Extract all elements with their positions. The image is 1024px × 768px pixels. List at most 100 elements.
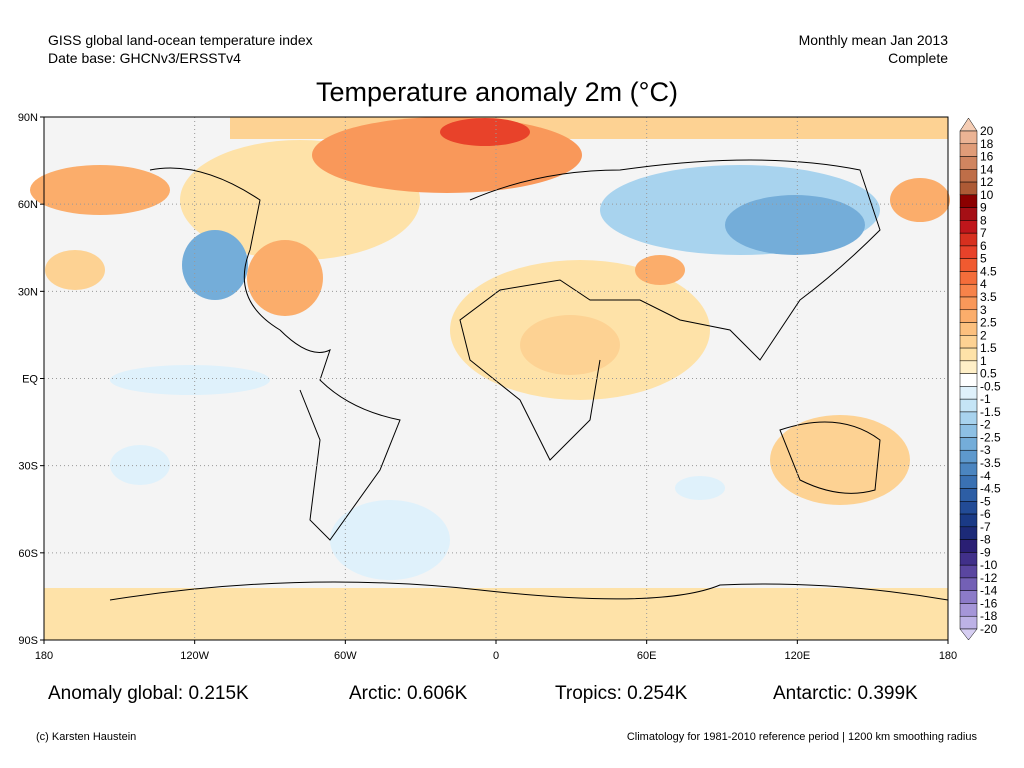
colorbar-box — [959, 322, 978, 336]
colorbar-label: -2.5 — [980, 430, 1001, 444]
lat-label: 30N — [18, 286, 38, 298]
colorbar-box — [959, 411, 978, 425]
colorbar-label: -18 — [980, 609, 998, 623]
colorbar-box — [959, 615, 978, 630]
colorbar-label: -8 — [980, 533, 991, 547]
colorbar-box — [959, 220, 978, 234]
lon-label: 0 — [493, 650, 499, 662]
colorbar-label: 18 — [980, 137, 994, 151]
colorbar-box — [959, 232, 978, 247]
colorbar-box — [959, 309, 978, 323]
colorbar-box — [959, 462, 978, 477]
header-left-2: Date base: GHCNv3/ERSSTv4 — [48, 50, 241, 66]
anomaly-area — [725, 195, 865, 255]
colorbar-box — [959, 526, 978, 540]
colorbar-box — [959, 501, 978, 515]
colorbar-box — [959, 373, 978, 387]
lat-label: 30S — [18, 461, 38, 473]
colorbar-label: 7 — [980, 226, 987, 240]
anomaly-area — [675, 476, 725, 500]
coastline — [109, 581, 949, 601]
colorbar-label: -12 — [980, 571, 998, 585]
coastline — [779, 421, 881, 494]
coastline — [459, 159, 881, 461]
footer-right: Climatology for 1981-2010 reference peri… — [627, 731, 978, 743]
lat-label: 60N — [18, 199, 38, 211]
anomaly-area — [45, 250, 105, 290]
colorbar-label: -7 — [980, 520, 991, 534]
colorbar-box — [959, 347, 978, 362]
colorbar-box — [959, 335, 978, 349]
colorbar-box — [959, 386, 978, 400]
colorbar-label: 5 — [980, 252, 987, 266]
colorbar-label: -0.5 — [980, 379, 1001, 393]
colorbar-box — [959, 143, 978, 157]
anomaly-area — [110, 445, 170, 485]
colorbar-label: 9 — [980, 201, 987, 215]
colorbar-label: 8 — [980, 213, 987, 227]
lat-label: 60S — [18, 548, 38, 560]
colorbar-box — [959, 169, 978, 183]
stat-arctic: Arctic: 0.606K — [349, 683, 468, 704]
colorbar-label: 20 — [980, 124, 994, 138]
anomaly-area — [635, 255, 685, 285]
colorbar-box — [959, 590, 978, 604]
anomaly-area — [770, 415, 910, 505]
anomaly-area — [30, 165, 170, 215]
colorbar-label: -16 — [980, 596, 998, 610]
colorbar-box — [959, 437, 978, 451]
colorbar-box — [959, 130, 978, 145]
anomaly-area — [110, 365, 270, 395]
header-right-2: Complete — [888, 50, 948, 66]
colorbar-label: 12 — [980, 175, 994, 189]
header-left-1: GISS global land-ocean temperature index — [48, 32, 313, 48]
lon-label: 60W — [334, 650, 357, 662]
colorbar-box — [959, 271, 978, 285]
colorbar-label: 14 — [980, 162, 994, 176]
anomaly-area — [247, 240, 323, 316]
colorbar-label: 2.5 — [980, 316, 997, 330]
colorbar-box — [959, 603, 978, 617]
colorbar-label: 1 — [980, 354, 987, 368]
anomaly-area — [330, 500, 450, 580]
colorbar-box — [959, 181, 978, 196]
stat-tropics: Tropics: 0.254K — [555, 683, 688, 704]
stat-antarctic: Antarctic: 0.399K — [773, 683, 918, 704]
colorbar-arrow — [959, 117, 978, 132]
lat-label: 90S — [18, 635, 38, 647]
colorbar-label: 3 — [980, 303, 987, 317]
map — [30, 116, 950, 641]
colorbar-label: 16 — [980, 150, 994, 164]
coastline — [149, 167, 401, 541]
colorbar-box — [959, 513, 978, 528]
anomaly-area — [890, 178, 950, 222]
colorbar-label: 2 — [980, 328, 987, 342]
colorbar-box — [959, 156, 978, 170]
anomaly-area — [440, 118, 530, 146]
colorbar-box — [959, 488, 978, 502]
lat-label: EQ — [22, 374, 38, 386]
colorbar-label: -4.5 — [980, 482, 1001, 496]
colorbar-label: -4 — [980, 469, 991, 483]
colorbar-label: -20 — [980, 622, 998, 636]
colorbar-label: 4.5 — [980, 264, 997, 278]
anomaly-area — [520, 315, 620, 375]
footer-left: (c) Karsten Haustein — [36, 731, 136, 743]
lat-label: 90N — [18, 112, 38, 124]
lon-label: 120E — [784, 650, 810, 662]
colorbar-label: -1 — [980, 392, 991, 406]
colorbar-box — [959, 552, 978, 566]
colorbar-box — [959, 207, 978, 221]
colorbar-label: -5 — [980, 494, 991, 508]
colorbar-box — [959, 360, 978, 374]
colorbar-box — [959, 194, 978, 208]
lon-label: 180 — [35, 650, 53, 662]
colorbar-label: 3.5 — [980, 290, 997, 304]
colorbar-label: 4 — [980, 277, 987, 291]
colorbar-label: 0.5 — [980, 367, 997, 381]
stat-global: Anomaly global: 0.215K — [48, 683, 249, 704]
colorbar-box — [959, 296, 978, 311]
colorbar-label: -3 — [980, 443, 991, 457]
colorbar-label: -14 — [980, 584, 998, 598]
